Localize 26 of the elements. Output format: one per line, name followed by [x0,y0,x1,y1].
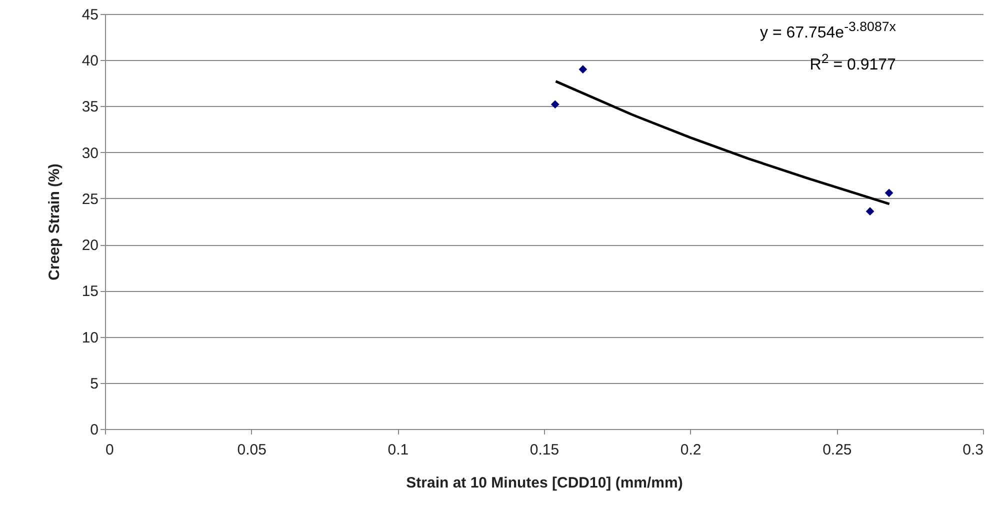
x-tick-label: 0.25 [822,442,852,458]
point [578,65,588,74]
line-series [554,80,891,206]
y-tick-label: 10 [82,329,98,346]
point [866,207,874,216]
y-tick-label: 25 [82,190,98,208]
y-tick-label: 0 [90,422,98,438]
x-tick-label: 0.1 [388,442,409,458]
y-tick-label: 35 [82,98,98,116]
x-tick-label: 0.05 [237,442,266,458]
y-tick-label: 40 [82,52,98,70]
y-tick-label: 20 [82,237,98,254]
x-axis-title: Strain at 10 Minutes [CDD10] (mm/mm) [406,474,683,492]
point [550,100,560,109]
annotation: R$^{2}$ = 0.9177 [808,50,896,76]
annotation: y = 67.754e$^{-3.8087x}$ [760,18,896,44]
y-tick-label: 30 [82,144,98,162]
x-tick-label: 0.3 [962,442,984,458]
x-tick-label: 0 [106,442,114,458]
x-tick-label: 0.15 [530,442,560,458]
x-tick-label: 0.2 [680,442,702,458]
y-tick-label: 15 [82,283,98,300]
point [884,188,894,198]
y-tick-label: 45 [82,6,98,24]
y-tick-label: 5 [90,375,98,392]
y-axis-title: Creep Strain (%) [46,164,63,280]
